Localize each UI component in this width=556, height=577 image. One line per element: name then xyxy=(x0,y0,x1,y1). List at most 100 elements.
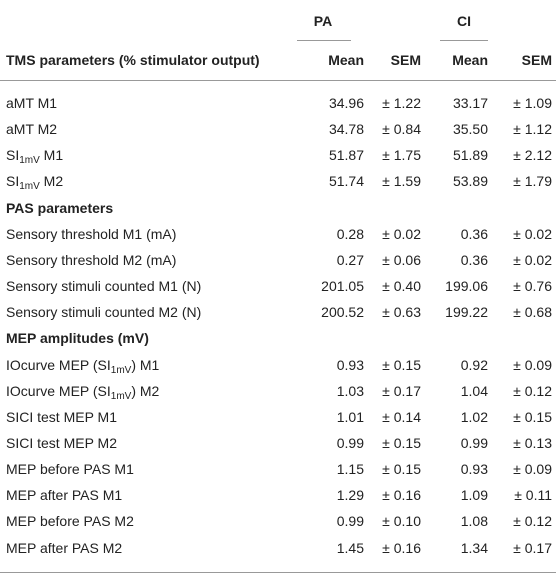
cell: ± 0.76 xyxy=(513,278,552,295)
cell: ± 0.12 xyxy=(513,382,552,399)
label-part: SI xyxy=(6,173,20,190)
section-title: PAS parameters xyxy=(6,199,114,216)
cell: ± 0.15 xyxy=(382,461,421,478)
cell: ± 1.79 xyxy=(513,173,552,190)
cell: 1.34 xyxy=(460,539,488,556)
row-label: MEP after PAS M1 xyxy=(6,487,123,504)
group-header: PA xyxy=(313,13,333,29)
cell: 35.50 xyxy=(452,121,488,138)
header-rule xyxy=(0,80,556,81)
cell: 1.09 xyxy=(460,487,488,504)
cell: ± 0.12 xyxy=(513,513,552,530)
cell: 0.27 xyxy=(336,251,364,268)
cell: 51.89 xyxy=(452,147,488,164)
label-subscript: 1mV xyxy=(19,181,40,193)
cell: 0.92 xyxy=(460,356,488,373)
cell: ± 0.68 xyxy=(513,304,552,321)
cell: ± 0.63 xyxy=(382,304,421,321)
label-part: IOcurve MEP (SI xyxy=(6,382,111,399)
row-label: MEP after PAS M2 xyxy=(6,539,123,556)
cell: ± 0.84 xyxy=(382,121,421,138)
row-label: IOcurve MEP (SI1mV) M2 xyxy=(6,382,160,402)
cell: ± 2.12 xyxy=(513,147,552,164)
cell: 200.52 xyxy=(321,304,364,321)
cell: 0.28 xyxy=(336,225,364,242)
cell: 1.29 xyxy=(336,487,364,504)
cell: ± 0.16 xyxy=(382,539,421,556)
row-label: SICI test MEP M2 xyxy=(6,434,117,451)
cell: ± 0.16 xyxy=(382,487,421,504)
row-label: Sensory stimuli counted M2 (N) xyxy=(6,304,202,321)
row-label: aMT M1 xyxy=(6,95,58,111)
cell: ± 0.02 xyxy=(382,225,421,242)
cell: ± 1.59 xyxy=(382,173,421,190)
cell: 1.08 xyxy=(460,513,488,530)
label-part: IOcurve MEP (SI xyxy=(6,356,111,373)
cell: ± 0.02 xyxy=(513,225,552,242)
cell: 0.36 xyxy=(460,225,488,242)
cell: ± 0.15 xyxy=(513,408,552,425)
row-label: Sensory threshold M1 (mA) xyxy=(6,225,177,242)
cell: 53.89 xyxy=(452,173,488,190)
group-rule xyxy=(440,40,488,41)
cell: 0.36 xyxy=(460,251,488,268)
group-rule xyxy=(297,40,351,41)
cell: 1.01 xyxy=(336,408,364,425)
column-header: Mean xyxy=(328,52,364,68)
row-label: SI1mV M2 xyxy=(6,172,64,193)
column-header: SEM xyxy=(390,52,421,68)
cell: ± 0.40 xyxy=(382,278,421,295)
cell: 1.04 xyxy=(460,382,488,399)
column-header: Mean xyxy=(452,52,488,68)
cell: 1.03 xyxy=(336,382,364,399)
cell: ± 0.13 xyxy=(513,434,552,451)
row-label: IOcurve MEP (SI1mV) M1 xyxy=(6,356,160,376)
cell: 34.78 xyxy=(328,121,364,138)
cell: ± 0.15 xyxy=(382,356,421,373)
cell: 0.99 xyxy=(336,513,364,530)
label-subscript: 1mV xyxy=(19,155,40,167)
section-title: MEP amplitudes (mV) xyxy=(6,330,149,347)
group-header: CI xyxy=(457,13,471,29)
row-label: MEP before PAS M2 xyxy=(6,513,134,530)
label-part: ) M1 xyxy=(131,356,160,373)
row-label-header: TMS parameters (% stimulator output) xyxy=(6,52,260,68)
row-label: SI1mV M1 xyxy=(6,146,64,167)
cell: ± 0.17 xyxy=(382,382,421,399)
row-label: SICI test MEP M1 xyxy=(6,408,117,425)
cell: ± 0.17 xyxy=(513,539,552,556)
cell: 51.74 xyxy=(328,173,364,190)
bottom-rule xyxy=(0,572,556,573)
cell: ± 0.06 xyxy=(382,251,421,268)
cell: ± 0.11 xyxy=(514,487,552,504)
cell: 199.22 xyxy=(445,304,488,321)
cell: 1.45 xyxy=(336,539,364,556)
cell: 199.06 xyxy=(445,278,488,295)
cell: 1.15 xyxy=(336,461,364,478)
row-label: MEP before PAS M1 xyxy=(6,461,134,478)
cell: ± 0.09 xyxy=(513,461,552,478)
cell: 51.87 xyxy=(328,147,364,164)
cell: 0.99 xyxy=(336,434,364,451)
cell: 0.93 xyxy=(460,461,488,478)
row-label: aMT M2 xyxy=(6,121,58,138)
cell: ± 1.22 xyxy=(382,95,421,111)
cell: 33.17 xyxy=(452,95,488,111)
cell: ± 0.02 xyxy=(513,251,552,268)
cell: 1.02 xyxy=(460,408,488,425)
cell: 201.05 xyxy=(321,278,364,295)
cell: ± 1.09 xyxy=(513,95,552,111)
cell: ± 1.12 xyxy=(513,121,552,138)
label-part: ) M2 xyxy=(131,382,160,399)
label-part: SI xyxy=(6,147,20,164)
row-label: Sensory threshold M2 (mA) xyxy=(6,251,177,268)
cell: 0.93 xyxy=(336,356,364,373)
label-subscript: 1mV xyxy=(110,390,132,402)
label-subscript: 1mV xyxy=(110,364,132,376)
label-part: M1 xyxy=(39,147,64,164)
label-part: M2 xyxy=(39,173,64,190)
cell: ± 0.15 xyxy=(382,434,421,451)
cell: ± 1.75 xyxy=(382,147,421,164)
row-label: Sensory stimuli counted M1 (N) xyxy=(6,278,202,295)
